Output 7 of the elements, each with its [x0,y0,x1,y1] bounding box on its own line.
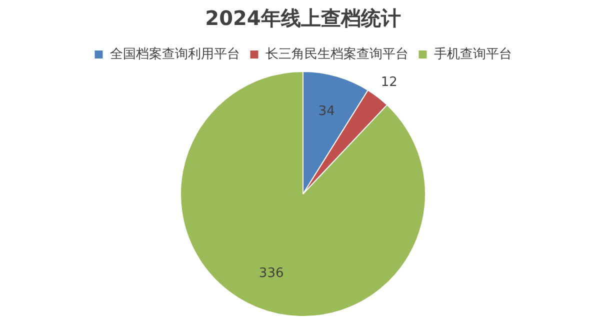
legend-label: 长三角民生档案查询平台 [265,46,408,62]
chart-title: 2024年线上查档统计 [205,6,401,30]
data-label: 34 [318,104,335,119]
data-label: 336 [258,266,284,282]
legend-label: 手机查询平台 [434,46,512,62]
data-label: 12 [380,74,398,90]
legend-label: 全国档案查询利用平台 [110,46,240,62]
